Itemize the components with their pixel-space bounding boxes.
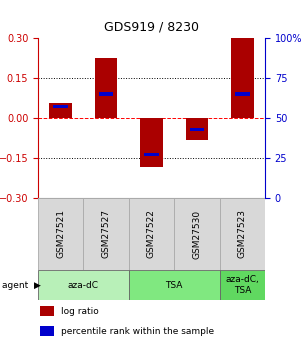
Bar [38, 270, 129, 300]
Text: aza-dC,
TSA: aza-dC, TSA [225, 275, 259, 295]
Bar [189, 128, 204, 131]
Text: GSM27530: GSM27530 [192, 209, 201, 258]
Bar [129, 270, 220, 300]
Bar [235, 92, 250, 96]
Bar [49, 104, 72, 118]
Bar [40, 306, 54, 316]
Bar [129, 198, 174, 270]
Bar [95, 58, 118, 118]
Text: percentile rank within the sample: percentile rank within the sample [61, 326, 214, 335]
Text: GDS919 / 8230: GDS919 / 8230 [104, 21, 199, 34]
Bar [231, 38, 254, 118]
Text: agent  ▶: agent ▶ [2, 280, 41, 289]
Bar [83, 198, 129, 270]
Text: log ratio: log ratio [61, 306, 98, 315]
Text: aza-dC: aza-dC [68, 280, 99, 289]
Bar [40, 326, 54, 336]
Text: GSM27523: GSM27523 [238, 209, 247, 258]
Bar [144, 153, 159, 156]
Text: GSM27521: GSM27521 [56, 209, 65, 258]
Bar [220, 270, 265, 300]
Bar [220, 198, 265, 270]
Bar [99, 92, 114, 96]
Bar [185, 118, 208, 140]
Bar [174, 198, 220, 270]
Bar [38, 198, 83, 270]
Text: TSA: TSA [165, 280, 183, 289]
Text: GSM27527: GSM27527 [102, 209, 111, 258]
Bar [140, 118, 163, 167]
Bar [53, 105, 68, 108]
Text: GSM27522: GSM27522 [147, 209, 156, 258]
